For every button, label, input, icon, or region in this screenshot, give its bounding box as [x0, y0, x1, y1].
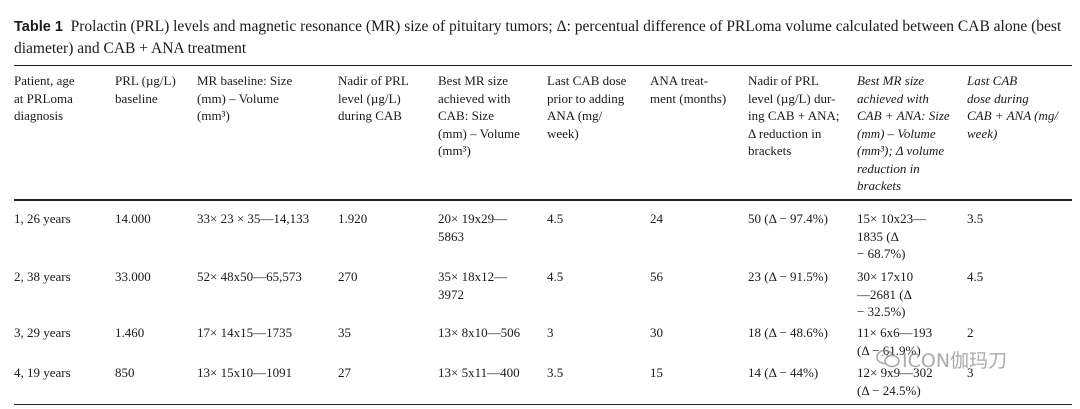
table-cell: 3 [967, 365, 974, 380]
table-cell: 1.920 [338, 211, 368, 226]
wechat-icon [876, 349, 900, 368]
table-cell: 18 (Δ − 48.6%) [748, 325, 828, 340]
table-cell: 14.000 [115, 211, 151, 226]
header-mr-baseline: MR baseline: Size (mm) – Volume (mm³) [197, 73, 293, 123]
bottom-rule [14, 404, 1072, 405]
table-cell: 850 [115, 365, 135, 380]
header-nadir-prl-cab-ana: Nadir of PRL level (µg/L) dur- ing CAB +… [748, 73, 840, 158]
table-cell: 24 [650, 211, 663, 226]
header-best-mr-cab-ana: Best MR size achieved with CAB + ANA: Si… [857, 73, 950, 193]
table-cell: 15 [650, 365, 663, 380]
table-cell: 30× 17x10 —2681 (Δ − 32.5%) [857, 269, 914, 319]
table-cell: 23 (Δ − 91.5%) [748, 269, 828, 284]
table-cell: 2 [967, 325, 974, 340]
table-cell: 270 [338, 269, 358, 284]
header-best-mr-cab: Best MR size achieved with CAB: Size (mm… [438, 73, 520, 158]
table-cell: 33× 23 × 35—14,133 [197, 211, 310, 226]
table-cell: 3.5 [967, 211, 984, 226]
table-cell: 52× 48x50—65,573 [197, 269, 302, 284]
table-cell: 33.000 [115, 269, 151, 284]
table-cell: 4.5 [547, 269, 564, 284]
table-cell: 1, 26 years [14, 211, 71, 226]
table-cell: 35 [338, 325, 351, 340]
top-rule [14, 65, 1072, 66]
table-cell: 3, 29 years [14, 325, 71, 340]
table-cell: 13× 8x10—506 [438, 325, 521, 340]
watermark-text: ICON伽玛刀 [902, 350, 1008, 372]
table-cell: 30 [650, 325, 663, 340]
header-last-cab-dose-ana: Last CAB dose during CAB + ANA (mg/ week… [967, 73, 1058, 141]
header-last-cab-dose: Last CAB dose prior to adding ANA (mg/ w… [547, 73, 627, 141]
table-cell: 13× 5x11—400 [438, 365, 520, 380]
watermark: ICON伽玛刀 [876, 342, 1056, 376]
header-nadir-prl-cab: Nadir of PRL level (µg/L) during CAB [338, 73, 409, 123]
table-cell: 4.5 [547, 211, 564, 226]
table-cell: 4.5 [967, 269, 984, 284]
table-cell: 13× 15x10—1091 [197, 365, 293, 380]
table-cell: 2, 38 years [14, 269, 71, 284]
table-cell: 3.5 [547, 365, 564, 380]
table-cell: 35× 18x12— 3972 [438, 269, 508, 302]
table-cell: 17× 14x15—1735 [197, 325, 293, 340]
table-cell: 4, 19 years [14, 365, 71, 380]
header-patient-age: Patient, age at PRLoma diagnosis [14, 73, 75, 123]
table-caption: Table 1 Prolactin (PRL) levels and magne… [14, 16, 1064, 59]
table-cell: 15× 10x23— 1835 (Δ − 68.7%) [857, 211, 927, 261]
header-ana-treatment: ANA treat- ment (months) [650, 73, 727, 106]
table-cell: 1.460 [115, 325, 145, 340]
table-cell: 20× 19x29— 5863 [438, 211, 508, 244]
table-cell: 50 (Δ − 97.4%) [748, 211, 828, 226]
table-cell: 12× 9x9—302 (Δ − 24.5%) [857, 365, 933, 398]
header-rule [14, 199, 1072, 201]
table-cell: 3 [547, 325, 554, 340]
table-number: Table 1 [14, 19, 63, 35]
header-prl-baseline: PRL (µg/L) baseline [115, 73, 176, 106]
table-caption-text: Prolactin (PRL) levels and magnetic reso… [14, 18, 1062, 57]
table-cell: 56 [650, 269, 663, 284]
table-cell: 27 [338, 365, 351, 380]
table-cell: 14 (Δ − 44%) [748, 365, 819, 380]
